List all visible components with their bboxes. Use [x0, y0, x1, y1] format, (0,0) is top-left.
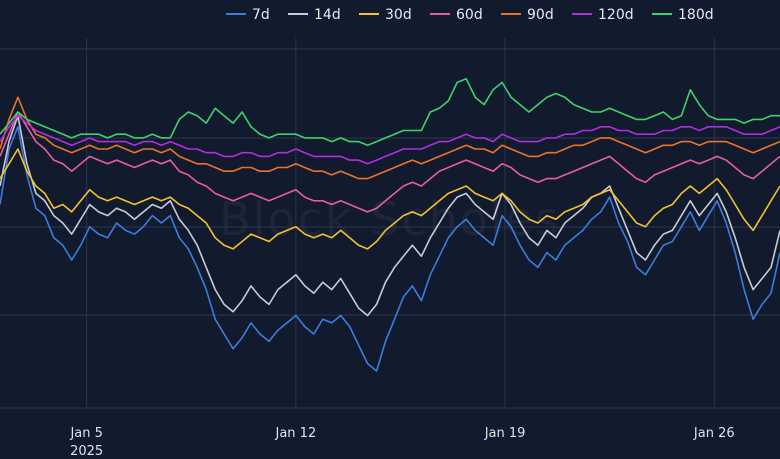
legend-label-14d: 14d — [314, 7, 341, 23]
series-line-30d — [0, 148, 780, 250]
legend-label-120d: 120d — [598, 7, 634, 23]
x-axis: Jan 5 2025 Jan 12 Jan 19 Jan 26 — [69, 426, 734, 459]
legend-label-60d: 60d — [456, 7, 483, 23]
x-tick-label-1: Jan 12 — [275, 426, 317, 441]
x-tick-label-2: Jan 19 — [484, 426, 526, 441]
series-line-90d — [0, 96, 780, 180]
x-tick-sublabel-0: 2025 — [70, 444, 103, 459]
series-line-7d — [0, 126, 780, 372]
legend: 7d 14d 30d 60d 90d 120d 180d — [226, 7, 714, 23]
series-line-14d — [0, 114, 780, 317]
series-line-60d — [0, 111, 780, 213]
series-line-120d — [0, 114, 780, 165]
legend-label-7d: 7d — [252, 7, 270, 23]
x-tick-label-0: Jan 5 — [69, 426, 102, 441]
legend-label-180d: 180d — [678, 7, 714, 23]
legend-label-30d: 30d — [385, 7, 412, 23]
x-tick-label-3: Jan 26 — [693, 426, 735, 441]
legend-label-90d: 90d — [527, 7, 554, 23]
series-line-180d — [0, 77, 780, 147]
watermark: Block Scholes — [219, 192, 561, 246]
series-group — [0, 77, 780, 372]
